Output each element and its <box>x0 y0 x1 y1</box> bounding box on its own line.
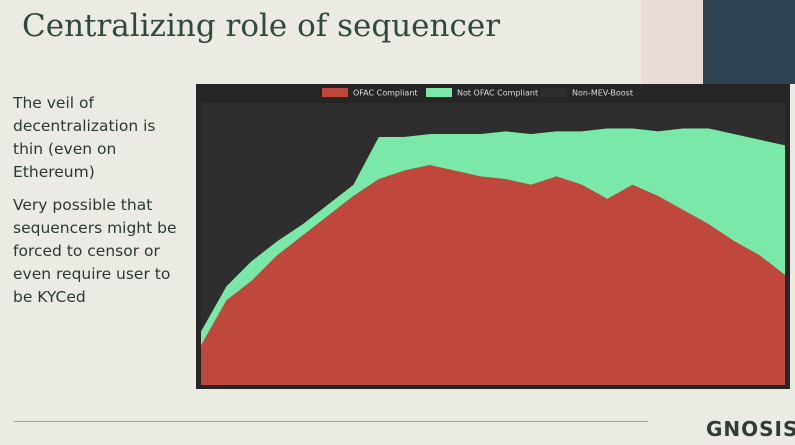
logo: GNOSIS <box>706 417 795 441</box>
legend-label: OFAC Compliant <box>353 89 418 98</box>
legend-swatch <box>541 88 567 97</box>
slide-title: Centralizing role of sequencer <box>22 8 501 44</box>
paragraph: Very possible that sequencers might be f… <box>13 196 177 306</box>
area <box>201 103 785 332</box>
chart: OFAC Compliant Not OFAC Compliant Non-MEV-… <box>196 84 790 389</box>
area <box>201 128 785 346</box>
webcam-overlay <box>641 0 795 84</box>
legend-label: Non-MEV-Boost <box>572 89 633 98</box>
legend-label: Not OFAC Compliant <box>457 89 538 98</box>
footer-rule <box>14 421 648 422</box>
paragraph: The veil of decentralization is thin (ev… <box>13 94 156 181</box>
legend-swatch <box>322 88 348 97</box>
legend-swatch <box>426 88 452 97</box>
area <box>201 165 785 385</box>
